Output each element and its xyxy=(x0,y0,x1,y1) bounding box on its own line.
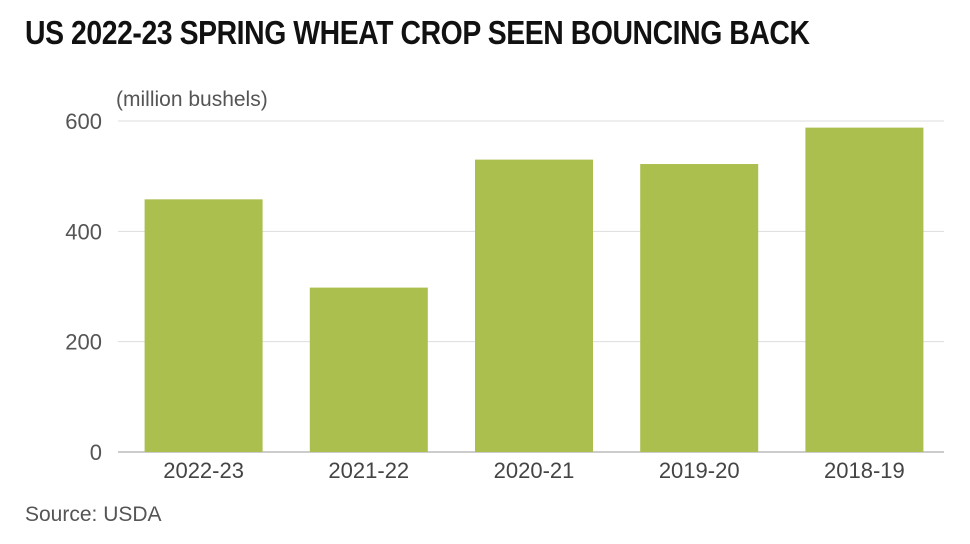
y-tick-label: 200 xyxy=(65,330,102,355)
y-tick-label: 0 xyxy=(90,440,102,465)
bar-2021-22 xyxy=(309,287,428,452)
bar-2018-19 xyxy=(805,127,924,453)
bar-2019-20 xyxy=(640,164,759,452)
y-tick-label: 400 xyxy=(65,219,102,244)
x-tick-label: 2020-21 xyxy=(494,458,575,483)
y-tick-label: 600 xyxy=(65,109,102,134)
bar-2022-23 xyxy=(144,199,263,452)
x-tick-label: 2021-22 xyxy=(328,458,409,483)
x-tick-label: 2018-19 xyxy=(824,458,905,483)
x-tick-label: 2022-23 xyxy=(163,458,244,483)
y-axis-unit-label: (million bushels) xyxy=(116,88,268,111)
bar-2020-21 xyxy=(475,159,593,452)
x-tick-label: 2019-20 xyxy=(659,458,740,483)
chart-title: US 2022-23 SPRING WHEAT CROP SEEN BOUNCI… xyxy=(25,14,810,51)
source-note: Source: USDA xyxy=(25,503,162,526)
